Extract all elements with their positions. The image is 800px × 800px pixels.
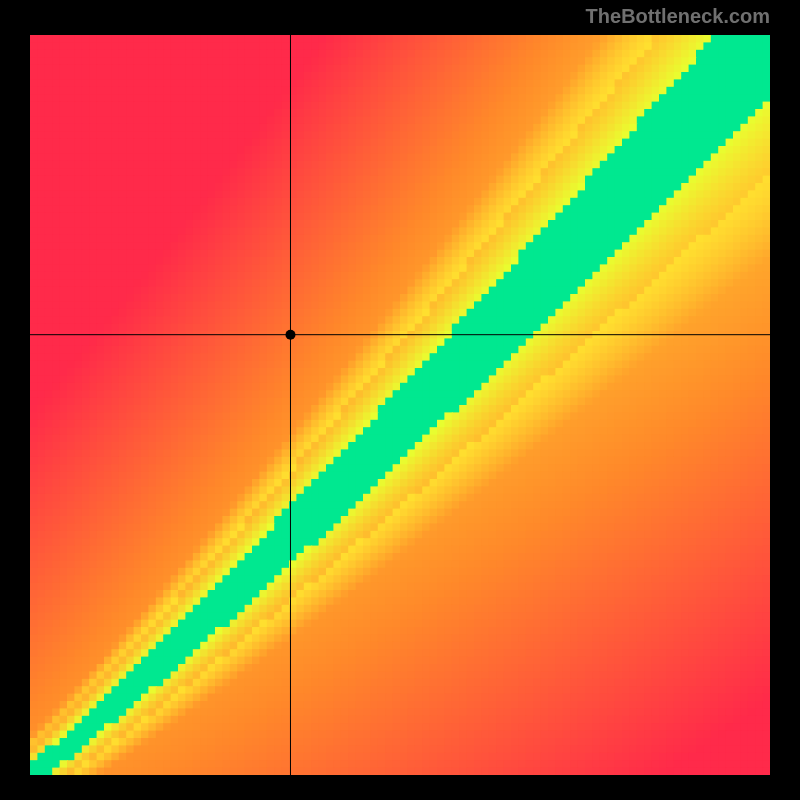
chart-container: TheBottleneck.com bbox=[0, 0, 800, 800]
heatmap-canvas bbox=[30, 35, 770, 775]
heatmap-plot bbox=[30, 35, 770, 775]
watermark-text: TheBottleneck.com bbox=[586, 6, 770, 29]
